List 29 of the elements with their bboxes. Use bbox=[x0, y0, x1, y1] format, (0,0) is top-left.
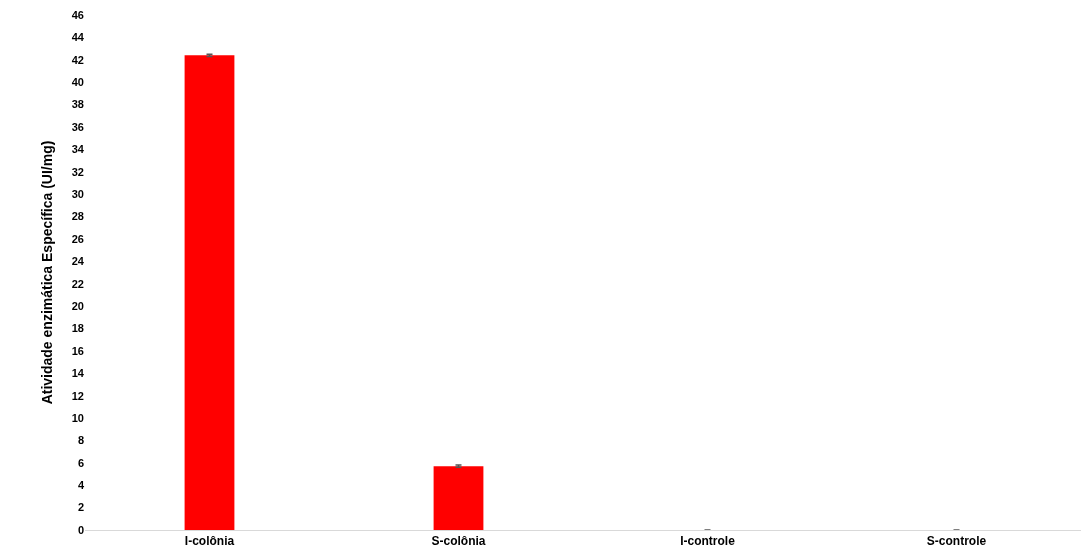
x-tick-label: S-colônia bbox=[431, 534, 486, 549]
y-tick-label: 38 bbox=[71, 98, 84, 111]
x-tick-label: I-controle bbox=[680, 534, 736, 549]
y-tick-label: 10 bbox=[71, 411, 84, 424]
y-tick-label: 0 bbox=[77, 523, 84, 536]
y-tick-label: 36 bbox=[71, 120, 84, 133]
y-tick-label: 44 bbox=[71, 31, 85, 44]
y-tick-label: 18 bbox=[71, 322, 84, 335]
y-tick-label: 46 bbox=[71, 8, 84, 21]
y-tick-label: 16 bbox=[71, 344, 84, 357]
y-tick-label: 4 bbox=[77, 479, 85, 492]
y-axis-title: Atividade enzimática Específica (UI/mg) bbox=[39, 140, 56, 405]
y-tick-label: 2 bbox=[77, 501, 84, 514]
y-tick-label: 28 bbox=[71, 210, 84, 223]
y-tick-label: 40 bbox=[71, 76, 84, 89]
y-tick-label: 24 bbox=[71, 255, 85, 268]
y-tick-label: 22 bbox=[71, 277, 84, 290]
y-tick-label: 26 bbox=[71, 232, 84, 245]
x-tick-label: S-controle bbox=[926, 534, 987, 549]
x-tick-label: I-colônia bbox=[184, 534, 235, 549]
y-tick-label: 32 bbox=[71, 165, 84, 178]
y-tick-label: 30 bbox=[71, 187, 84, 200]
y-tick-label: 34 bbox=[71, 143, 85, 156]
y-tick-label: 20 bbox=[71, 299, 84, 312]
y-tick-label: 8 bbox=[77, 434, 84, 447]
y-tick-label: 42 bbox=[71, 53, 84, 66]
y-tick-label: 6 bbox=[77, 456, 84, 469]
y-tick-label: 12 bbox=[71, 389, 84, 402]
y-tick-label: 14 bbox=[71, 367, 85, 380]
